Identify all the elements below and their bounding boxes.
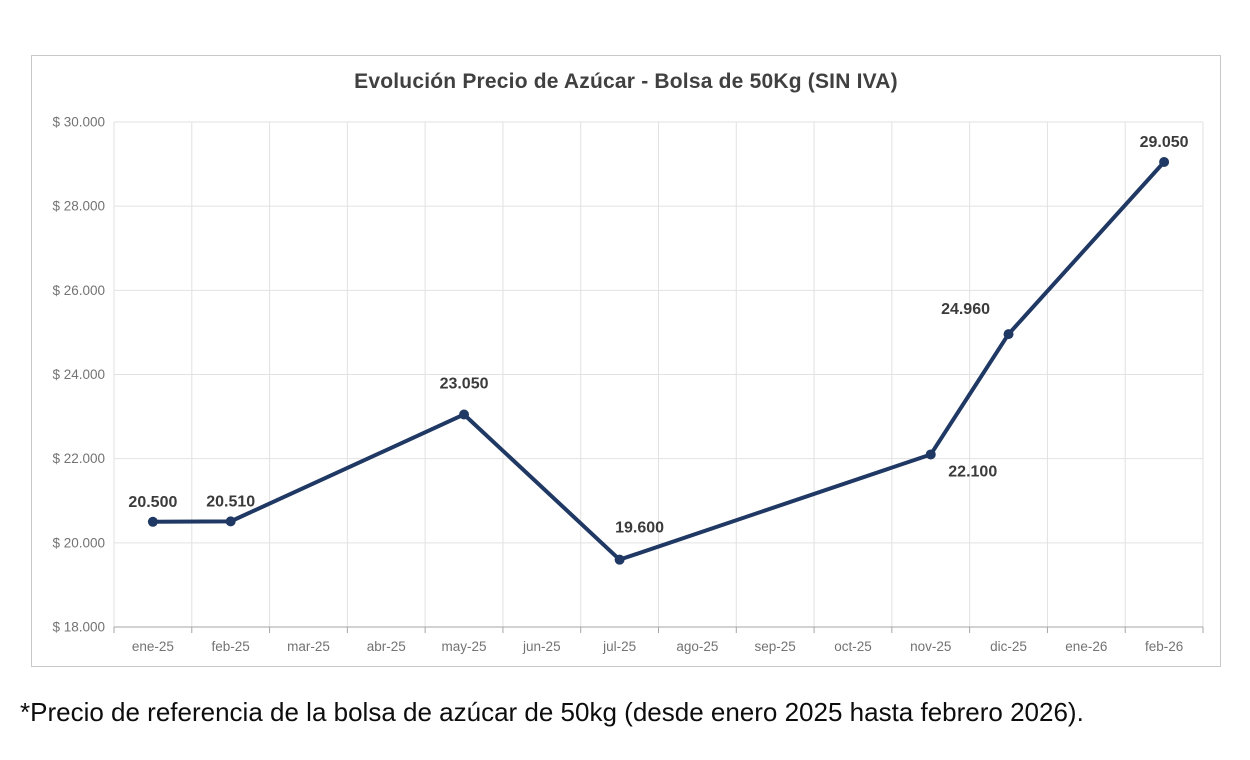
chart-footnote: *Precio de referencia de la bolsa de azú… [20,697,1084,727]
x-tick-label: nov-25 [910,639,951,654]
y-tick-label: $ 30.000 [52,115,105,130]
price-line-chart: $ 18.000 $ 20.000 $ 22.000 $ 24.000 $ 26.000… [52,115,1204,654]
x-tick-label: jun-25 [522,639,561,654]
chart-figure: Evolución Precio de Azúcar - Bolsa de 50… [31,55,1221,667]
data-point-marker [1159,156,1170,167]
x-tick-label: ene-26 [1065,639,1107,654]
x-tick-label: ago-25 [676,639,718,654]
x-tick-label: feb-25 [212,639,250,654]
x-tick-label: dic-25 [990,639,1027,654]
x-tick-label: sep-25 [755,639,796,654]
y-tick-label: $ 22.000 [52,451,105,466]
data-point-marker [147,516,158,527]
x-tick-label: ene-25 [132,639,174,654]
data-point-marker [1003,329,1014,340]
data-point-label: 20.500 [128,494,177,511]
x-tick-label: jul-25 [602,639,636,654]
data-point-label: 29.050 [1140,134,1189,151]
x-tick-label: oct-25 [834,639,872,654]
y-tick-label: $ 18.000 [52,620,105,635]
y-tick-label: $ 20.000 [52,535,105,550]
x-tick-label: may-25 [442,639,487,654]
data-point-label: 24.960 [941,301,990,318]
data-point-label: 22.100 [948,463,997,480]
y-tick-label: $ 26.000 [52,283,105,298]
y-tick-label: $ 24.000 [52,367,105,382]
data-point-marker [925,449,936,460]
x-tick-label: feb-26 [1145,639,1183,654]
chart-title: Evolución Precio de Azúcar - Bolsa de 50… [354,70,898,93]
data-point-marker [459,409,470,420]
data-point-marker [225,516,236,527]
data-point-label: 23.050 [440,375,489,392]
x-tick-label: mar-25 [287,639,330,654]
y-tick-label: $ 28.000 [52,199,105,214]
data-point-marker [614,554,625,565]
x-tick-label: abr-25 [367,639,406,654]
data-point-label: 19.600 [615,520,664,537]
data-point-label: 20.510 [206,493,255,510]
